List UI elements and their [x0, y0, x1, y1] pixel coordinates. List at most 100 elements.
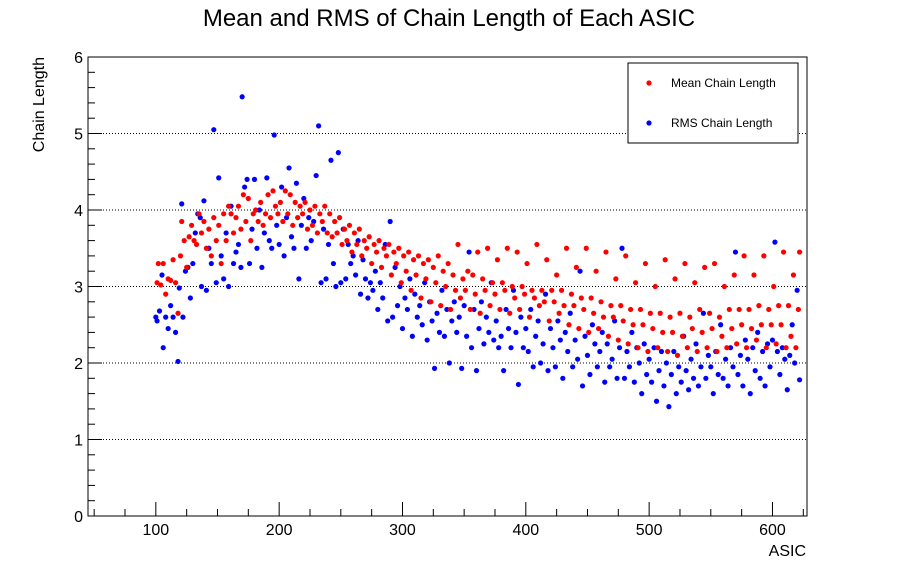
mean-point	[418, 295, 424, 301]
mean-point	[354, 241, 360, 248]
rms-point	[493, 318, 499, 324]
mean-point	[317, 211, 323, 217]
mean-point	[746, 306, 752, 313]
rms-point	[718, 322, 724, 328]
legend: Mean Chain Length RMS Chain Length	[627, 62, 799, 144]
mean-point	[785, 303, 792, 309]
mean-point	[258, 199, 264, 205]
mean-point	[366, 234, 372, 240]
mean-point	[620, 318, 626, 324]
mean-point	[423, 276, 429, 282]
rms-point	[708, 364, 714, 370]
rms-point	[515, 381, 522, 388]
rms-point	[755, 329, 761, 335]
mean-point	[349, 249, 355, 255]
legend-marker-rms	[646, 120, 652, 126]
rms-point	[365, 295, 371, 301]
rms-point	[742, 337, 748, 343]
mean-point	[593, 268, 599, 274]
mean-point	[711, 260, 718, 267]
mean-point	[272, 203, 279, 209]
rms-point	[323, 276, 329, 282]
rms-point	[513, 329, 519, 335]
mean-point	[457, 295, 464, 301]
mean-point	[512, 295, 518, 301]
mean-point	[415, 253, 422, 259]
rms-point	[599, 329, 605, 335]
rms-point	[695, 383, 702, 389]
mean-point	[299, 211, 306, 217]
mean-point	[203, 245, 209, 251]
mean-point	[428, 299, 434, 305]
rms-point	[468, 345, 475, 351]
mean-point	[704, 345, 710, 351]
rms-point	[456, 314, 462, 320]
rms-point	[179, 201, 185, 207]
mean-point	[158, 282, 164, 288]
mean-point	[309, 222, 316, 228]
rms-point	[732, 249, 739, 255]
rms-point	[607, 364, 613, 370]
rms-point	[703, 375, 709, 381]
rms-point	[306, 215, 312, 221]
mean-point	[361, 238, 367, 244]
mean-point	[285, 211, 291, 217]
mean-point	[191, 238, 197, 244]
mean-point	[687, 314, 693, 320]
mean-point	[307, 207, 313, 213]
mean-point	[413, 272, 419, 278]
mean-point	[699, 329, 705, 335]
rms-point	[542, 291, 549, 297]
mean-point	[778, 322, 784, 328]
rms-point	[424, 337, 430, 343]
mean-point	[391, 249, 397, 255]
mean-point	[600, 314, 607, 320]
rms-point	[414, 314, 420, 320]
mean-point	[275, 211, 281, 217]
rms-point	[328, 157, 334, 163]
rms-point	[244, 176, 250, 182]
mean-point	[702, 264, 708, 270]
rms-point	[276, 241, 282, 248]
mean-point	[170, 257, 176, 263]
rms-point	[320, 226, 327, 232]
rms-point	[797, 377, 803, 383]
rms-point	[343, 276, 349, 282]
rms-point	[259, 264, 265, 270]
mean-point	[504, 245, 510, 251]
rms-point	[651, 345, 657, 351]
mean-point	[623, 253, 629, 259]
rms-point	[698, 364, 704, 370]
mean-point	[657, 310, 663, 316]
rms-point	[274, 222, 280, 228]
rms-point	[661, 383, 667, 389]
rms-point	[663, 360, 670, 366]
mean-point	[265, 192, 271, 198]
mean-point	[753, 337, 760, 343]
mean-point	[724, 345, 730, 351]
mean-point	[245, 195, 251, 202]
mean-point	[625, 341, 631, 347]
rms-point	[338, 280, 344, 286]
rms-point	[293, 180, 300, 186]
rms-point	[501, 368, 507, 374]
mean-point	[359, 253, 365, 259]
mean-point	[250, 211, 256, 217]
mean-point	[771, 283, 777, 290]
rms-point	[641, 341, 647, 347]
mean-point	[692, 280, 698, 286]
rms-point	[528, 306, 534, 313]
rms-point	[710, 391, 716, 397]
rms-point	[308, 238, 314, 244]
mean-point	[642, 260, 649, 267]
rms-point	[216, 175, 222, 181]
mean-point	[716, 314, 723, 320]
rms-point	[582, 333, 588, 339]
rms-point	[404, 306, 411, 313]
mean-point	[561, 303, 567, 309]
rms-point	[211, 127, 217, 133]
mean-point	[603, 249, 609, 255]
mean-point	[243, 218, 249, 225]
mean-point	[472, 291, 478, 297]
mean-point	[613, 276, 619, 282]
